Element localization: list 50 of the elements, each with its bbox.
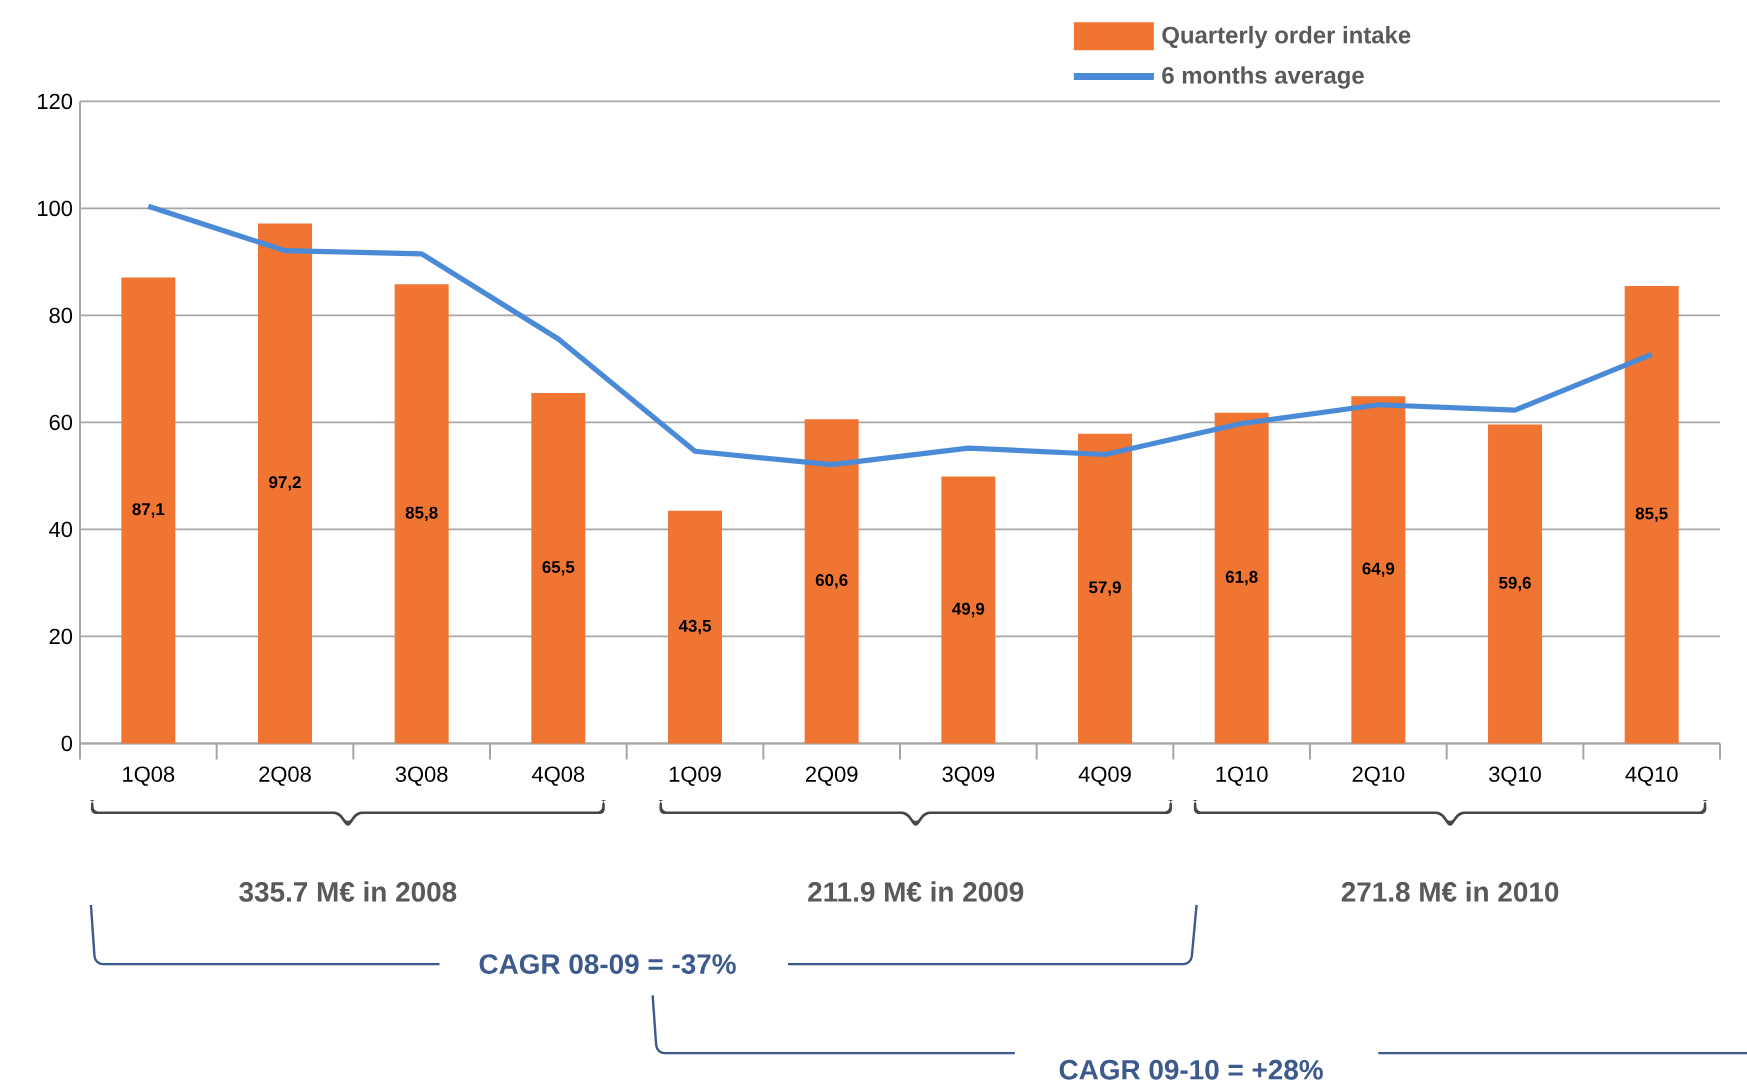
text: CAGR 09-10 = +28% <box>1059 1059 1323 1080</box>
y-tick-label: 60 <box>49 414 73 431</box>
x-tick-label: 1Q10 <box>1216 766 1268 786</box>
text: CAGR 08-09 = -37% <box>479 954 736 974</box>
x-tick-label: 2Q08 <box>259 766 311 786</box>
y-tick-label: 40 <box>49 521 73 538</box>
bar <box>394 284 449 744</box>
data-label: 85,8 <box>405 506 438 522</box>
y-tick-label: 100 <box>38 200 73 217</box>
x-tick-label: 4Q08 <box>532 766 585 786</box>
bar <box>1078 433 1133 744</box>
data-label: 60,6 <box>815 574 848 589</box>
bar <box>1214 412 1269 744</box>
bar <box>941 476 996 744</box>
x-tick-label: 3Q10 <box>1489 766 1541 786</box>
x-tick-label: 4Q10 <box>1625 766 1678 786</box>
data-label: 49,9 <box>952 602 985 618</box>
y-tick-label: 120 <box>38 93 73 110</box>
text: 271.8 M€ in 2010 <box>1341 881 1559 902</box>
y-tick-label: 20 <box>49 628 73 645</box>
bar <box>1351 396 1406 744</box>
data-label: 85,5 <box>1635 507 1668 522</box>
data-label: 97,2 <box>269 476 301 491</box>
x-tick-label: 2Q10 <box>1352 766 1405 786</box>
data-label: 61,8 <box>1225 570 1258 586</box>
x-tick-label: 3Q08 <box>395 766 448 786</box>
bar <box>1488 424 1543 744</box>
data-label: 65,5 <box>542 560 575 576</box>
data-label: 87,1 <box>132 503 165 518</box>
x-tick-label: 1Q08 <box>123 766 175 786</box>
x-tick-label: 2Q09 <box>805 766 858 786</box>
legend-label: 6 months average <box>1162 66 1364 89</box>
text: 211.9 M€ in 2009 <box>808 881 1024 902</box>
bar <box>668 510 723 744</box>
bar <box>804 419 859 744</box>
x-tick-label: 4Q09 <box>1078 766 1131 786</box>
data-label: 43,5 <box>678 619 712 635</box>
bar <box>121 277 176 744</box>
data-label: 57,9 <box>1089 581 1121 596</box>
bar <box>1624 285 1679 744</box>
data-label: 64,9 <box>1362 562 1395 578</box>
data-label: 59,6 <box>1499 576 1531 592</box>
x-tick-label: 1Q09 <box>669 766 721 786</box>
bar <box>258 223 312 744</box>
bar <box>531 392 586 744</box>
y-tick-label: 0 <box>61 735 73 752</box>
x-tick-label: 3Q09 <box>942 766 995 786</box>
y-tick-label: 80 <box>49 307 73 324</box>
legend-label: Quarterly order intake <box>1162 26 1411 49</box>
text: 335.7 M€ in 2008 <box>239 881 457 902</box>
